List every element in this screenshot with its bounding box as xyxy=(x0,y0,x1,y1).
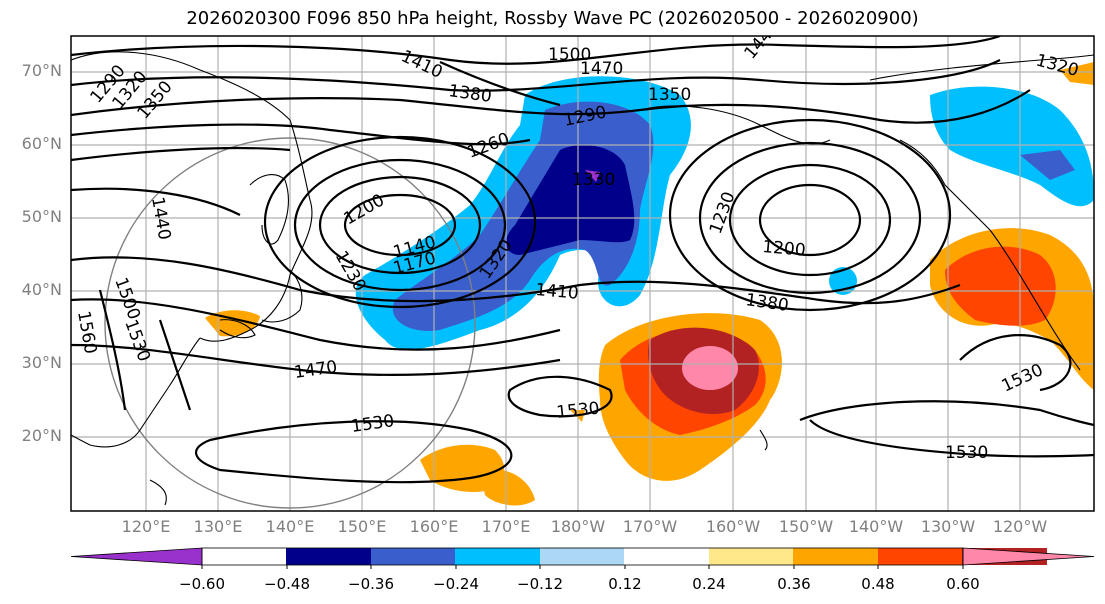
colorbar-bin xyxy=(878,548,962,565)
lon-label: 130°W xyxy=(920,517,976,536)
lon-label: 170°E xyxy=(481,517,531,536)
lon-label: 140°E xyxy=(265,517,315,536)
lon-label: 140°W xyxy=(848,517,904,536)
colorbar xyxy=(70,547,1095,569)
colorbar-tick-label: 0.12 xyxy=(608,575,642,593)
contour-label: 1500 xyxy=(548,45,591,65)
lon-label: 160°E xyxy=(409,517,459,536)
contour-label: 1530 xyxy=(555,399,600,423)
colorbar-tick-label: −0.48 xyxy=(264,575,310,593)
contour-label: 1200 xyxy=(762,237,807,261)
lat-label: 20°N xyxy=(21,426,62,445)
height-contours xyxy=(71,36,1094,484)
colorbar-bin xyxy=(371,548,455,565)
range-ring xyxy=(104,137,476,509)
lon-label: 150°W xyxy=(778,517,834,536)
colorbar-bin xyxy=(540,548,624,565)
lon-label: 130°E xyxy=(193,517,243,536)
coastlines xyxy=(71,51,1094,506)
contour-label: 1410 xyxy=(535,280,580,304)
colorbar-tick-label: 0.36 xyxy=(777,575,811,593)
lat-label: 70°N xyxy=(21,61,62,80)
lon-label: 160°W xyxy=(705,517,761,536)
colorbar-tick-label: 0.48 xyxy=(861,575,895,593)
lon-label: 170°W xyxy=(622,517,678,536)
contour-label: 1530 xyxy=(945,443,988,463)
colorbar-tick-label: 0.60 xyxy=(946,575,980,593)
colorbar-border xyxy=(201,547,964,566)
colorbar-bin xyxy=(709,548,793,565)
colorbar-tick-label: −0.24 xyxy=(433,575,479,593)
lon-label: 180°W xyxy=(550,517,606,536)
lon-label: 120°W xyxy=(992,517,1048,536)
contour-label: 1470 xyxy=(580,59,623,79)
lat-label: 40°N xyxy=(21,280,62,299)
colorbar-tick-label: −0.36 xyxy=(348,575,394,593)
lat-label: 30°N xyxy=(21,353,62,372)
colorbar-extend-min xyxy=(70,547,203,566)
map-title: 2026020300 F096 850 hPa height, Rossby W… xyxy=(186,8,919,29)
colorbar-tick-label: 0.24 xyxy=(692,575,726,593)
lat-label: 50°N xyxy=(21,207,62,226)
colorbar-bin xyxy=(455,548,540,565)
contour-label: 1350 xyxy=(648,85,691,105)
colorbar-bin xyxy=(624,548,709,565)
lon-label: 150°E xyxy=(337,517,387,536)
colorbar-bin xyxy=(286,548,371,565)
graticule-grid xyxy=(71,36,1094,511)
contour-label: 1330 xyxy=(572,170,615,190)
colorbar-bin xyxy=(793,548,878,565)
lat-label: 60°N xyxy=(21,134,62,153)
lon-label: 120°E xyxy=(121,517,171,536)
map-frame xyxy=(70,35,1095,512)
colorbar-tick-label: −0.60 xyxy=(179,575,225,593)
map-area: 1500 1470 1410 1380 1350 1290 1260 1290 … xyxy=(71,36,1094,511)
colorbar-tick-label: −0.12 xyxy=(517,575,563,593)
